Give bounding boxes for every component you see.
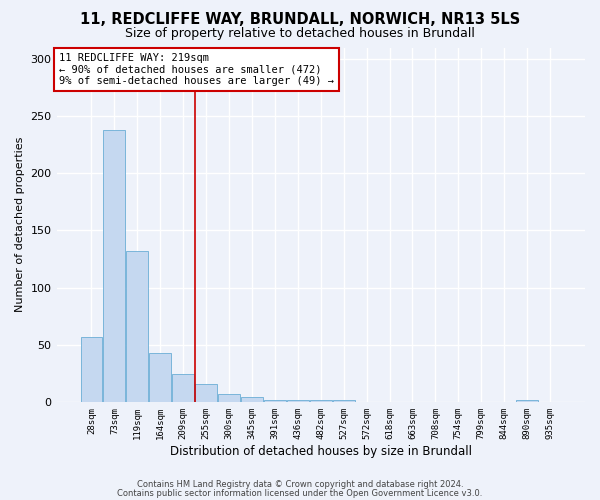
Bar: [218, 394, 240, 402]
Bar: [127, 251, 148, 402]
Bar: [149, 352, 171, 402]
Bar: [333, 400, 355, 402]
Text: 11, REDCLIFFE WAY, BRUNDALL, NORWICH, NR13 5LS: 11, REDCLIFFE WAY, BRUNDALL, NORWICH, NR…: [80, 12, 520, 28]
Text: 11 REDCLIFFE WAY: 219sqm
← 90% of detached houses are smaller (472)
9% of semi-d: 11 REDCLIFFE WAY: 219sqm ← 90% of detach…: [59, 53, 334, 86]
Bar: [80, 336, 103, 402]
Bar: [516, 400, 538, 402]
Bar: [241, 398, 263, 402]
Bar: [287, 400, 309, 402]
Bar: [264, 400, 286, 402]
X-axis label: Distribution of detached houses by size in Brundall: Distribution of detached houses by size …: [170, 444, 472, 458]
Text: Size of property relative to detached houses in Brundall: Size of property relative to detached ho…: [125, 28, 475, 40]
Text: Contains public sector information licensed under the Open Government Licence v3: Contains public sector information licen…: [118, 488, 482, 498]
Bar: [195, 384, 217, 402]
Text: Contains HM Land Registry data © Crown copyright and database right 2024.: Contains HM Land Registry data © Crown c…: [137, 480, 463, 489]
Y-axis label: Number of detached properties: Number of detached properties: [15, 137, 25, 312]
Bar: [103, 130, 125, 402]
Bar: [310, 400, 332, 402]
Bar: [172, 374, 194, 402]
